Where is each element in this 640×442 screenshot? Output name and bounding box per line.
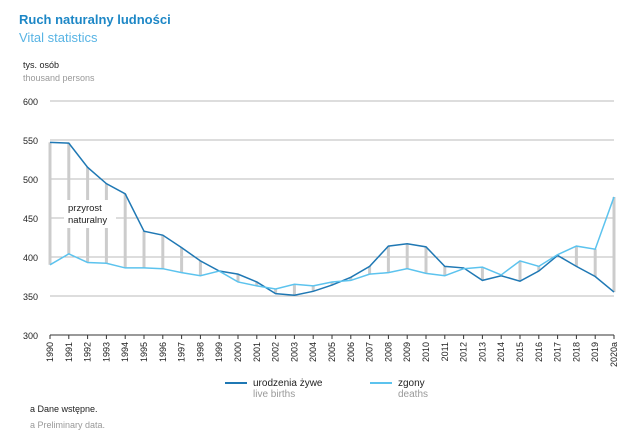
x-tick-label: 1992 <box>83 342 93 362</box>
x-tick-label: 1993 <box>101 342 111 362</box>
x-tick-label: 1990 <box>45 342 55 362</box>
chart-subtitle: Vital statistics <box>19 30 98 45</box>
legend-deaths: zgony deaths <box>370 378 428 400</box>
x-tick-label: 1998 <box>195 342 205 362</box>
x-tick-label: 2019 <box>590 342 600 362</box>
legend-deaths-swatch <box>370 382 392 385</box>
y-axis-unit-pl: tys. osób <box>23 60 60 70</box>
x-tick-label: 2009 <box>402 342 412 362</box>
line-births <box>49 141 615 296</box>
x-tick-label: 2003 <box>289 342 299 362</box>
line-deaths <box>49 196 615 290</box>
x-tick-label: 2002 <box>271 342 281 362</box>
x-tick-label: 2016 <box>534 342 544 362</box>
x-tick-label: 2013 <box>477 342 487 362</box>
y-tick-label: 500 <box>23 175 38 185</box>
x-tick-label: 2017 <box>553 342 563 362</box>
x-tick-label: 2007 <box>365 342 375 362</box>
natural-increase-annotation: naturalny <box>68 215 107 226</box>
x-tick-label: 2014 <box>496 342 506 362</box>
legend-deaths-label: zgony <box>398 378 425 389</box>
x-tick-label: 2011 <box>440 342 450 361</box>
x-tick-label: 2004 <box>308 342 318 362</box>
x-tick-label: 2008 <box>383 342 393 362</box>
legend-births-label-en: live births <box>253 389 296 400</box>
annotation-bg <box>64 200 116 228</box>
x-tick-label: 1994 <box>120 342 130 362</box>
legend-births: urodzenia żywe live births <box>225 378 322 400</box>
x-tick-label: 2006 <box>346 342 356 362</box>
footnote-pl: a Dane wstępne. <box>30 404 98 414</box>
x-tick-label: 2018 <box>571 342 581 362</box>
x-tick-label: 2012 <box>459 342 469 362</box>
y-tick-label: 450 <box>23 214 38 224</box>
y-tick-label: 350 <box>23 292 38 302</box>
y-tick-label: 550 <box>23 136 38 146</box>
chart-title: Ruch naturalny ludności <box>19 12 171 27</box>
x-tick-label: 2000 <box>233 342 243 362</box>
x-tick-label: 1991 <box>64 342 74 362</box>
x-tick-label: 2015 <box>515 342 525 362</box>
y-tick-label: 400 <box>23 253 38 263</box>
x-tick-label: 2005 <box>327 342 337 362</box>
footnote-en: a Preliminary data. <box>30 420 106 430</box>
y-tick-label: 600 <box>23 97 38 107</box>
x-tick-label: 2020a <box>609 342 619 367</box>
legend-births-label: urodzenia żywe <box>253 378 323 389</box>
natural-increase-annotation: przyrost <box>68 203 102 214</box>
x-tick-label: 2010 <box>421 342 431 362</box>
x-tick-label: 2001 <box>252 342 262 362</box>
x-tick-label: 1997 <box>177 342 187 362</box>
x-tick-label: 1995 <box>139 342 149 362</box>
y-tick-label: 300 <box>23 331 38 341</box>
x-tick-label: 1999 <box>214 342 224 362</box>
x-tick-label: 1996 <box>158 342 168 362</box>
y-axis-unit-en: thousand persons <box>23 73 95 83</box>
legend-deaths-label-en: deaths <box>398 389 429 400</box>
legend-births-swatch <box>225 382 247 385</box>
